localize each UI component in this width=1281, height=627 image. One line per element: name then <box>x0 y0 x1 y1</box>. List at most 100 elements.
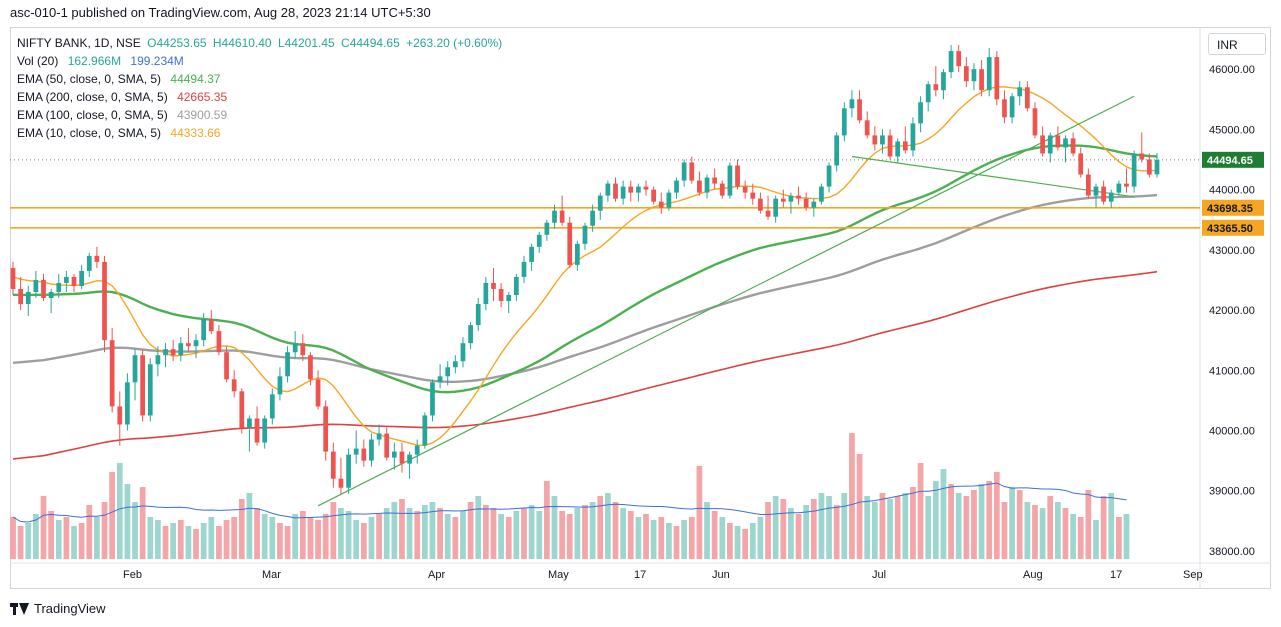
candle-body[interactable] <box>193 340 199 347</box>
candle-body[interactable] <box>25 291 31 305</box>
candle-body[interactable] <box>864 120 870 136</box>
candle-body[interactable] <box>102 261 107 341</box>
candle-body[interactable] <box>1047 135 1053 154</box>
candle-body[interactable] <box>369 439 374 461</box>
candle-body[interactable] <box>651 189 657 202</box>
candle-body[interactable] <box>727 165 733 196</box>
candle-body[interactable] <box>628 186 634 193</box>
candle-body[interactable] <box>674 180 679 193</box>
candle-body[interactable] <box>1116 183 1122 193</box>
candle-body[interactable] <box>719 183 725 196</box>
candle-body[interactable] <box>300 343 306 356</box>
candle-body[interactable] <box>10 267 16 289</box>
candle-body[interactable] <box>971 69 977 82</box>
candle-body[interactable] <box>308 355 313 380</box>
candle-body[interactable] <box>918 102 923 124</box>
candle-body[interactable] <box>636 186 641 193</box>
candle-body[interactable] <box>811 201 817 208</box>
candle-body[interactable] <box>758 198 763 211</box>
candle-body[interactable] <box>742 186 748 193</box>
candle-body[interactable] <box>1009 96 1015 118</box>
candle-body[interactable] <box>224 352 229 380</box>
candle-body[interactable] <box>178 343 184 356</box>
candle-body[interactable] <box>384 433 390 458</box>
candle-body[interactable] <box>338 478 344 488</box>
candle-body[interactable] <box>620 186 626 199</box>
candle-body[interactable] <box>948 51 954 73</box>
candle-body[interactable] <box>277 376 283 395</box>
candle-body[interactable] <box>575 243 580 265</box>
candle-body[interactable] <box>468 325 473 344</box>
candle-body[interactable] <box>994 57 1000 100</box>
candle-body[interactable] <box>1070 138 1076 154</box>
candle-body[interactable] <box>1124 183 1129 187</box>
candle-body[interactable] <box>910 123 916 151</box>
candle-body[interactable] <box>163 349 168 356</box>
candle-body[interactable] <box>925 84 931 103</box>
candle-body[interactable] <box>231 379 237 392</box>
candle-body[interactable] <box>48 291 54 299</box>
candle-body[interactable] <box>422 415 428 446</box>
candle-body[interactable] <box>41 279 46 299</box>
rising-trendline[interactable] <box>317 95 1135 507</box>
candle-body[interactable] <box>1139 153 1145 160</box>
candle-body[interactable] <box>902 141 908 151</box>
candle-body[interactable] <box>780 198 786 202</box>
candle-body[interactable] <box>986 57 992 91</box>
candle-body[interactable] <box>788 195 794 202</box>
candle-body[interactable] <box>658 201 664 208</box>
candle-body[interactable] <box>704 177 710 193</box>
candle-body[interactable] <box>269 394 275 419</box>
candle-body[interactable] <box>71 276 77 286</box>
candle-body[interactable] <box>582 225 588 244</box>
candle-body[interactable] <box>895 141 901 157</box>
candle-body[interactable] <box>361 448 367 461</box>
candle-body[interactable] <box>941 72 946 91</box>
candlestick-chart[interactable]: 38000.00 39000.00 40000.00 41000.00 42000.00… <box>10 27 1271 589</box>
candle-body[interactable] <box>452 361 458 368</box>
candle-body[interactable] <box>1147 159 1152 175</box>
candle-body[interactable] <box>285 352 290 377</box>
candle-body[interactable] <box>773 198 779 217</box>
candle-body[interactable] <box>857 99 862 121</box>
candle-body[interactable] <box>841 108 847 136</box>
candle-body[interactable] <box>346 454 351 488</box>
candle-body[interactable] <box>475 304 481 326</box>
candle-body[interactable] <box>262 418 268 443</box>
currency-button[interactable]: INR <box>1208 33 1266 55</box>
candle-body[interactable] <box>1078 153 1084 175</box>
candle-body[interactable] <box>1108 192 1114 202</box>
candle-body[interactable] <box>956 51 962 67</box>
candle-body[interactable] <box>1032 108 1038 136</box>
candle-body[interactable] <box>765 210 771 217</box>
candle-body[interactable] <box>132 355 138 383</box>
candle-body[interactable] <box>849 99 855 109</box>
candle-body[interactable] <box>247 418 252 428</box>
candle-body[interactable] <box>826 165 832 187</box>
candle-body[interactable] <box>750 192 756 199</box>
candle-body[interactable] <box>170 349 176 356</box>
candle-body[interactable] <box>834 135 840 166</box>
candle-body[interactable] <box>1040 135 1045 154</box>
candle-body[interactable] <box>201 319 207 341</box>
candle-body[interactable] <box>552 210 557 223</box>
candle-body[interactable] <box>1063 138 1068 148</box>
candle-body[interactable] <box>1055 135 1061 148</box>
candle-body[interactable] <box>460 343 466 362</box>
candle-body[interactable] <box>330 451 336 479</box>
candle-body[interactable] <box>605 183 611 196</box>
candle-body[interactable] <box>796 195 801 199</box>
candle-body[interactable] <box>681 162 687 181</box>
candle-body[interactable] <box>1002 99 1007 118</box>
candle-body[interactable] <box>979 69 984 91</box>
candle-body[interactable] <box>1131 153 1137 187</box>
candle-body[interactable] <box>590 210 595 226</box>
candle-body[interactable] <box>521 261 527 277</box>
candle-body[interactable] <box>1093 186 1099 196</box>
candle-body[interactable] <box>1085 174 1091 196</box>
candle-body[interactable] <box>803 198 809 208</box>
candle-body[interactable] <box>79 270 85 286</box>
candle-body[interactable] <box>94 255 100 262</box>
candle-body[interactable] <box>819 186 824 202</box>
candle-body[interactable] <box>735 165 740 187</box>
